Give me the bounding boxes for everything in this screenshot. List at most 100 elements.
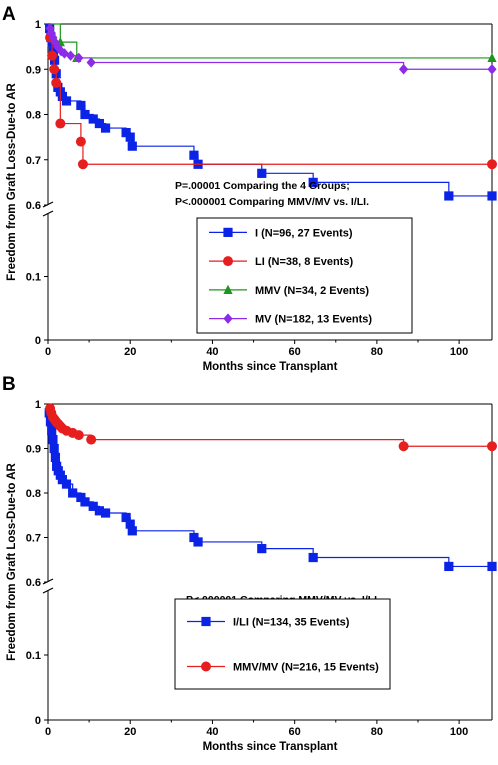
data-point bbox=[49, 64, 60, 75]
data-point bbox=[48, 435, 58, 445]
chart-panel-B: B 0 20 40 60 80 100 0.6 0.7 0.8 0.9 1 0 0.1 Months sin… bbox=[2, 374, 497, 753]
series-line bbox=[48, 23, 492, 197]
panel-letter: B bbox=[2, 374, 16, 395]
data-point bbox=[66, 50, 76, 61]
data-point bbox=[52, 41, 63, 52]
data-point bbox=[48, 32, 58, 43]
data-point bbox=[75, 136, 86, 147]
annotation: P<.000001 Comparing MMV/MV vs. I/LI. bbox=[175, 196, 369, 208]
data-point bbox=[80, 497, 90, 507]
y-tick-label: 0.6 bbox=[26, 200, 41, 212]
y-tick-label: 0.9 bbox=[26, 64, 41, 76]
y-tick-label: 0.7 bbox=[26, 155, 41, 167]
y-tick-label: 0.1 bbox=[26, 272, 41, 284]
legend-label: I/LI (N=134, 35 Events) bbox=[233, 617, 350, 629]
data-point bbox=[127, 526, 137, 536]
legend-box bbox=[196, 217, 413, 334]
data-point bbox=[49, 443, 59, 454]
data-point bbox=[45, 23, 55, 34]
y-tick-label: 0.8 bbox=[26, 110, 41, 122]
data-point bbox=[308, 552, 318, 563]
y-tick-label: 0 bbox=[35, 335, 41, 347]
y-tick-label: 0.9 bbox=[26, 444, 41, 456]
series-line bbox=[48, 403, 492, 447]
legend-marker bbox=[223, 256, 233, 267]
data-point bbox=[46, 27, 56, 39]
data-point bbox=[127, 141, 137, 151]
series-1 bbox=[45, 23, 497, 170]
x-tick-label: 20 bbox=[124, 346, 136, 358]
data-point bbox=[444, 561, 454, 572]
y-tick-label: 0.1 bbox=[26, 650, 41, 662]
x-tick-label: 80 bbox=[371, 726, 383, 738]
y-tick-label: 0.8 bbox=[26, 488, 41, 500]
data-point bbox=[487, 159, 497, 170]
legend-label: MV (N=182, 13 Events) bbox=[255, 314, 372, 326]
data-point bbox=[257, 168, 267, 178]
legend: I (N=96, 27 Events) LI (N=38, 8 Events) MM… bbox=[196, 217, 413, 334]
x-tick-label: 100 bbox=[450, 726, 468, 738]
annotation: P=.00001 Comparing the 4 Groups; bbox=[175, 180, 350, 192]
data-point bbox=[61, 96, 72, 106]
axis-break-mark bbox=[42, 587, 54, 594]
series-1 bbox=[45, 403, 497, 452]
x-tick-label: 100 bbox=[450, 346, 468, 358]
legend-label: MMV/MV (N=216, 15 Events) bbox=[233, 662, 379, 674]
series-line bbox=[48, 23, 492, 165]
data-point bbox=[487, 191, 497, 201]
series-line bbox=[48, 23, 492, 59]
x-tick-label: 80 bbox=[371, 346, 383, 358]
y-tick-label: 1 bbox=[35, 399, 41, 411]
data-point bbox=[86, 57, 96, 68]
axis-break-mark bbox=[42, 210, 54, 217]
legend-marker bbox=[201, 616, 211, 627]
data-point bbox=[121, 512, 131, 523]
legend-label: I (N=96, 27 Events) bbox=[255, 227, 353, 239]
series-line bbox=[48, 23, 492, 70]
data-point bbox=[88, 501, 98, 511]
legend-label: MMV (N=34, 2 Events) bbox=[255, 285, 369, 297]
data-point bbox=[88, 114, 98, 124]
legend: I/LI (N=134, 35 Events) MMV/MV (N=216, 15… bbox=[174, 598, 391, 690]
chart-panel-A: A 0 20 40 60 80 100 0.6 0.7 0.8 0.9 1 0 0.1 Months sin… bbox=[2, 4, 497, 373]
series-line bbox=[48, 403, 492, 568]
x-tick-label: 60 bbox=[289, 726, 301, 738]
data-point bbox=[86, 434, 97, 445]
y-tick-label: 0.6 bbox=[26, 577, 41, 589]
data-point bbox=[125, 132, 135, 142]
data-point bbox=[76, 100, 86, 111]
y-axis-title: Freedom from Graft Loss-Due-to AR bbox=[6, 462, 18, 660]
series-2 bbox=[48, 23, 497, 63]
data-point bbox=[74, 52, 84, 64]
data-point bbox=[51, 77, 62, 88]
data-point bbox=[55, 118, 66, 129]
data-point bbox=[50, 452, 60, 462]
data-point bbox=[100, 508, 111, 518]
legend-box bbox=[174, 598, 391, 690]
data-point bbox=[94, 118, 104, 129]
data-point bbox=[487, 52, 497, 63]
y-tick-label: 0.7 bbox=[26, 533, 41, 545]
data-point bbox=[487, 561, 497, 572]
x-axis-title: Months since Transplant bbox=[203, 741, 338, 753]
data-point bbox=[308, 177, 318, 187]
data-point bbox=[399, 64, 409, 75]
data-point bbox=[59, 48, 70, 59]
data-point bbox=[50, 36, 60, 48]
x-tick-label: 60 bbox=[289, 346, 301, 358]
legend-marker bbox=[223, 284, 233, 294]
legend-label: LI (N=38, 8 Events) bbox=[255, 256, 353, 268]
data-point bbox=[68, 488, 78, 498]
panel-letter: A bbox=[2, 4, 16, 25]
data-point bbox=[80, 109, 90, 120]
data-point bbox=[487, 441, 497, 452]
data-point bbox=[47, 50, 58, 61]
series-3 bbox=[45, 23, 497, 75]
data-point bbox=[61, 479, 72, 489]
data-point bbox=[125, 519, 135, 529]
data-point bbox=[100, 123, 111, 133]
x-tick-label: 0 bbox=[45, 726, 51, 738]
data-point bbox=[94, 506, 104, 516]
data-point bbox=[257, 544, 267, 554]
